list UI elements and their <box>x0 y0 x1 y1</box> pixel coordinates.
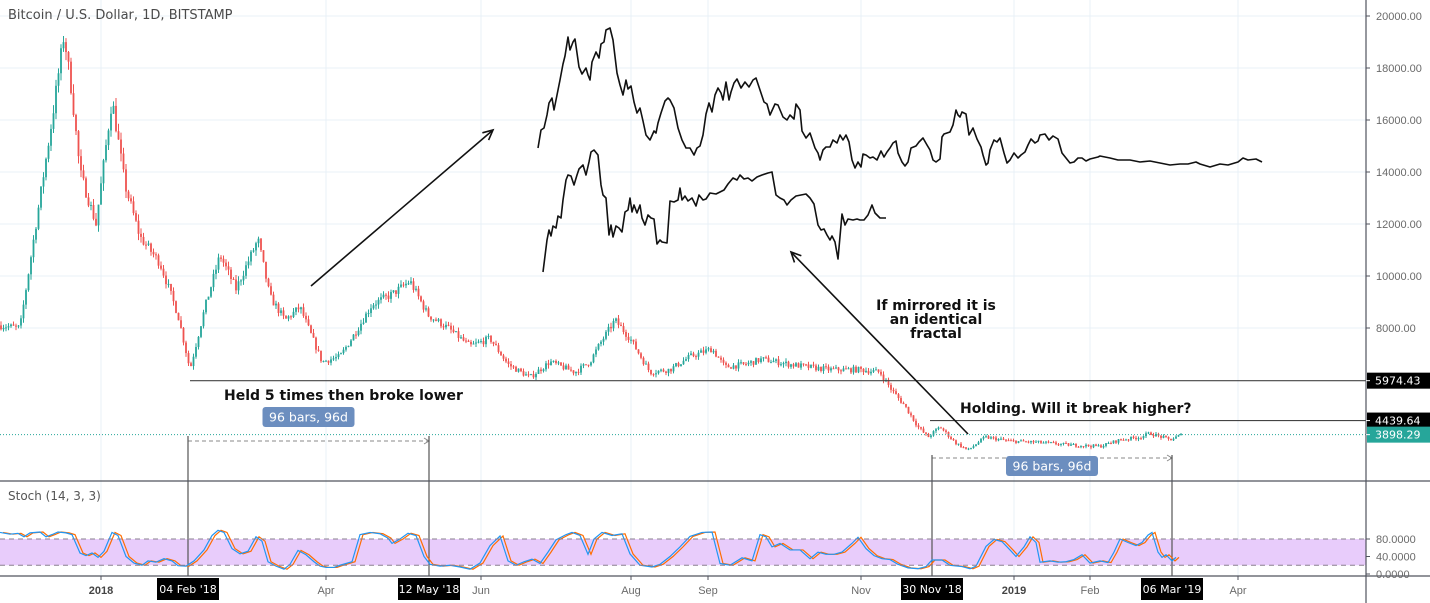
fractal-lower-line[interactable] <box>542 149 886 273</box>
svg-text:3898.29: 3898.29 <box>1375 429 1421 442</box>
text-annotations[interactable]: Held 5 times then broke lower If mirrored… <box>224 298 1192 417</box>
price-tick-label: 20000.00 <box>1376 11 1422 23</box>
price-tick-label: 14000.00 <box>1376 167 1422 179</box>
time-tick-label: Nov <box>851 585 871 597</box>
time-marker-tag: 12 May '18 <box>398 578 460 600</box>
price-tick-label: 12000.00 <box>1376 219 1422 231</box>
arrow-up-right[interactable] <box>310 128 495 287</box>
mirrored-annotation[interactable]: an identical <box>890 312 983 328</box>
range-badge[interactable]: 96 bars, 96d <box>262 407 355 427</box>
svg-text:06 Mar '19: 06 Mar '19 <box>1143 583 1202 596</box>
horizontal-levels[interactable] <box>0 380 1366 436</box>
time-tick-label: Apr <box>1229 585 1246 597</box>
time-tick-label: Jun <box>472 585 490 597</box>
svg-text:4439.64: 4439.64 <box>1375 415 1421 428</box>
level-price-tag: 4439.64 <box>1366 412 1430 429</box>
mirrored-annotation[interactable]: fractal <box>910 326 962 342</box>
held-annotation[interactable]: Held 5 times then broke lower <box>224 388 463 404</box>
chart-title: Bitcoin / U.S. Dollar, 1D, BITSTAMP <box>8 8 233 23</box>
stoch-tick-label: 80.0000 <box>1376 534 1416 546</box>
stoch-tick-label: 40.0000 <box>1376 552 1416 564</box>
stoch-lines <box>0 529 1366 570</box>
mirrored-annotation[interactable]: If mirrored it is <box>876 298 996 314</box>
holding-annotation[interactable]: Holding. Will it break higher? <box>960 401 1192 417</box>
stoch-tick-label: 0.0000 <box>1376 569 1410 581</box>
time-marker-tag: 04 Feb '18 <box>157 578 219 600</box>
price-tick-label: 8000.00 <box>1376 323 1416 335</box>
svg-text:04 Feb '18: 04 Feb '18 <box>159 583 217 596</box>
range-measurements[interactable]: 96 bars, 96d 96 bars, 96d <box>187 407 1173 576</box>
fractal-upper-line[interactable] <box>537 27 1263 169</box>
arrow-up-left[interactable] <box>789 250 969 435</box>
range-badge[interactable]: 96 bars, 96d <box>1006 456 1098 476</box>
fractal-drawings[interactable] <box>537 27 1263 273</box>
time-tick-label: Apr <box>317 585 334 597</box>
price-tick-label: 10000.00 <box>1376 271 1422 283</box>
current-price-tag: 3898.29 <box>1366 426 1430 443</box>
svg-text:30 Nov '18: 30 Nov '18 <box>902 583 961 596</box>
time-marker-tag: 06 Mar '19 <box>1141 578 1203 600</box>
time-marker-tag: 30 Nov '18 <box>901 578 963 600</box>
time-tick-label: Sep <box>698 585 718 597</box>
time-tick-label: Feb <box>1081 585 1100 597</box>
stoch-indicator-title[interactable]: Stoch (14, 3, 3) <box>8 489 101 503</box>
price-candles <box>0 35 1182 451</box>
stoch-k-line <box>0 529 1177 570</box>
time-tick-label: 2019 <box>1002 585 1026 597</box>
price-tick-label: 18000.00 <box>1376 63 1422 75</box>
arrow-drawings[interactable] <box>310 128 969 435</box>
level-price-tag: 5974.43 <box>1366 372 1430 389</box>
time-tick-label: Aug <box>621 585 641 597</box>
svg-text:96 bars, 96d: 96 bars, 96d <box>1013 459 1092 474</box>
svg-text:12 May '18: 12 May '18 <box>399 583 460 596</box>
price-tick-label: 16000.00 <box>1376 115 1422 127</box>
grid <box>0 0 1366 576</box>
svg-text:96 bars, 96d: 96 bars, 96d <box>269 410 348 425</box>
time-tick-label: 2018 <box>89 585 113 597</box>
svg-text:5974.43: 5974.43 <box>1375 375 1421 388</box>
